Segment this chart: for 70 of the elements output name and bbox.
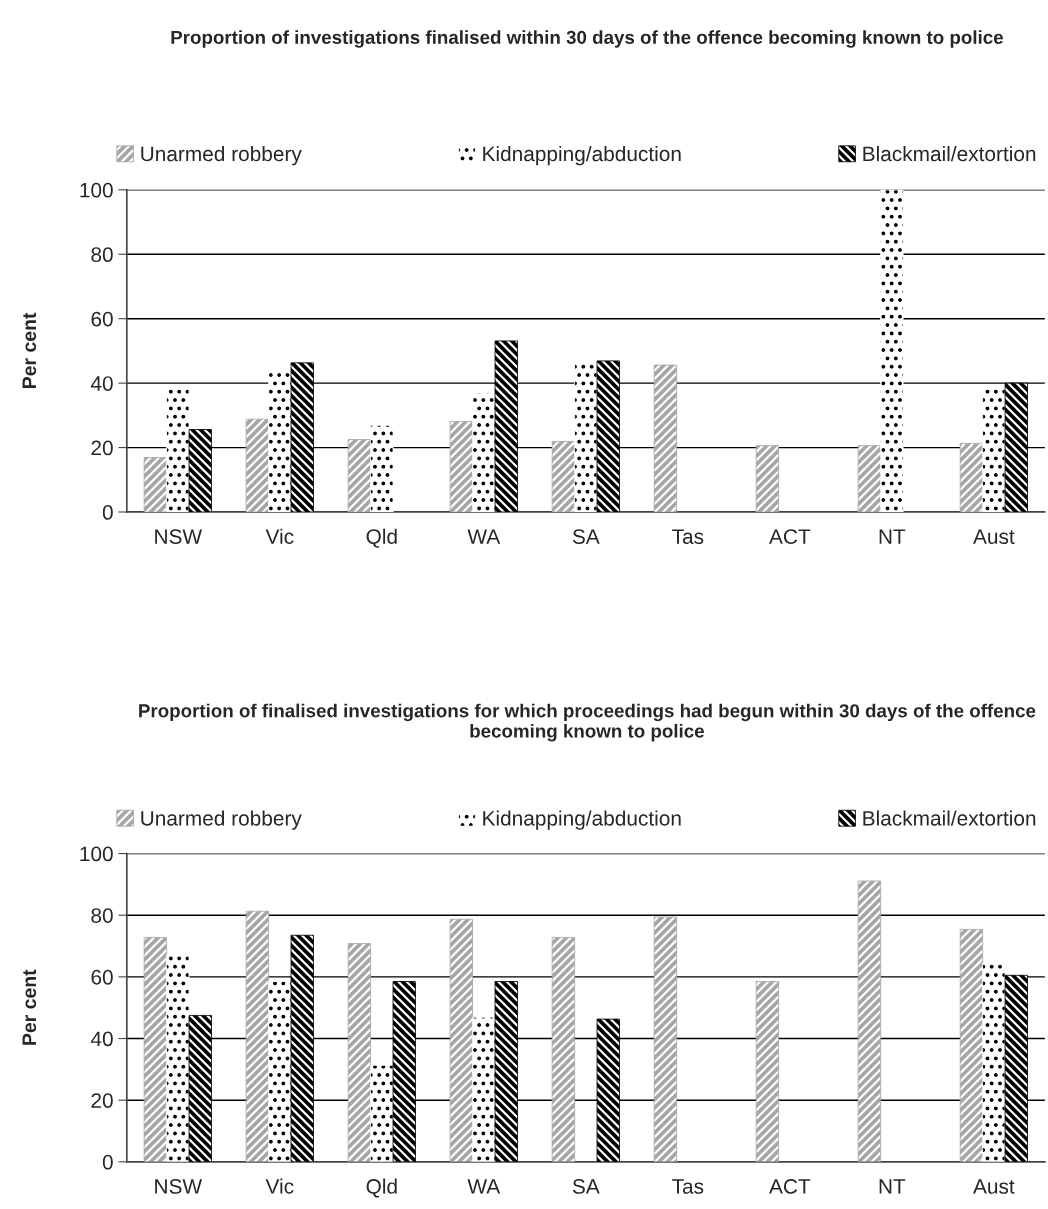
bar xyxy=(347,943,372,1162)
bar xyxy=(166,954,190,1162)
y-tick-label: 0 xyxy=(102,505,113,520)
bar xyxy=(959,442,984,513)
bar xyxy=(857,445,882,513)
bar xyxy=(755,981,780,1162)
bar xyxy=(268,981,292,1162)
bar xyxy=(982,962,1006,1162)
legend-label: Blackmail/extortion xyxy=(863,145,1036,162)
bar xyxy=(959,928,984,1162)
y-tick-label: 60 xyxy=(91,969,113,985)
bar xyxy=(245,910,270,1162)
bar xyxy=(551,936,576,1162)
x-tick-label: NT xyxy=(879,529,906,544)
y-tick-label: 80 xyxy=(91,247,113,263)
bar xyxy=(347,439,372,513)
legend-label: Unarmed robbery xyxy=(141,810,302,830)
y-tick-label: 0 xyxy=(102,1154,113,1170)
y-tick-label: 40 xyxy=(90,376,113,391)
x-tick-label: SA xyxy=(572,1179,600,1194)
x-tick-label: Qld xyxy=(366,528,397,548)
y-tick-label: 100 xyxy=(80,846,113,862)
legend-label: Kidnapping/abduction xyxy=(483,145,681,166)
y-tick-label: 20 xyxy=(91,440,113,456)
x-tick-label: NT xyxy=(879,1179,906,1194)
y-axis-title: Per cent xyxy=(22,969,37,1045)
x-tick-label: Tas xyxy=(672,1179,704,1194)
x-tick-label: SA xyxy=(572,529,600,544)
bar xyxy=(880,189,904,513)
x-tick-label: ACT xyxy=(769,1179,811,1194)
x-tick-label: Tas xyxy=(672,529,704,544)
x-tick-label: Vic xyxy=(265,1178,294,1194)
x-tick-label: Qld xyxy=(366,1178,397,1198)
bar xyxy=(370,1064,394,1162)
bar xyxy=(472,1016,496,1162)
chart-title: Proportion of finalised investigations for which proceedings had begun within 30 days of the offence becoming known to police xyxy=(139,703,1036,742)
x-tick-label: NSW xyxy=(155,1179,203,1194)
y-tick-label: 100 xyxy=(80,182,113,198)
legend-label: Blackmail/extortion xyxy=(863,810,1036,826)
bar xyxy=(449,918,474,1162)
y-axis-title: Per cent xyxy=(22,312,37,388)
x-tick-label: WA xyxy=(467,529,501,544)
bar xyxy=(472,392,496,513)
y-tick-label: 60 xyxy=(91,311,113,327)
bar xyxy=(245,418,270,513)
legend-label: Unarmed robbery xyxy=(141,145,302,166)
bar xyxy=(268,370,292,513)
bar xyxy=(143,936,168,1162)
y-tick-label: 20 xyxy=(91,1093,113,1108)
bar xyxy=(982,386,1006,513)
bar xyxy=(755,445,780,513)
bar xyxy=(653,916,678,1162)
bar xyxy=(166,388,190,513)
bar xyxy=(653,364,678,513)
x-tick-label: Aust xyxy=(973,1179,1015,1194)
x-tick-label: NSW xyxy=(155,529,203,544)
bar xyxy=(857,880,882,1162)
bar xyxy=(574,362,598,513)
bar xyxy=(370,424,394,513)
x-tick-label: WA xyxy=(467,1179,501,1194)
bar xyxy=(551,441,576,513)
x-tick-label: ACT xyxy=(769,529,811,544)
bar xyxy=(143,457,168,513)
chart-title: Proportion of investigations finalised within 30 days of the offence becoming known to police xyxy=(171,30,1003,48)
y-tick-label: 80 xyxy=(91,908,113,923)
x-tick-label: Aust xyxy=(973,529,1015,544)
legend-label: Kidnapping/abduction xyxy=(483,810,681,830)
x-tick-label: Vic xyxy=(265,528,294,544)
bar xyxy=(449,421,474,513)
y-tick-label: 40 xyxy=(90,1031,113,1047)
